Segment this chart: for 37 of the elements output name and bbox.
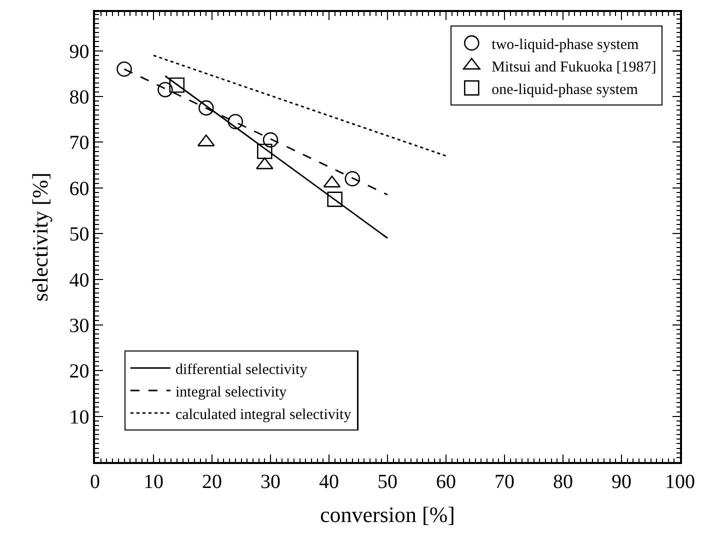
legend-label: integral selectivity: [175, 384, 288, 400]
point: [327, 192, 342, 207]
x-tick-label: 70: [494, 470, 514, 493]
x-tick-label: 90: [612, 470, 632, 493]
y-tick-label: 30: [69, 314, 90, 337]
x-axis-title: conversion [%]: [320, 502, 456, 528]
y-tick-label: 90: [69, 40, 90, 63]
y-tick-label: 80: [69, 86, 90, 109]
legend-label: Mitsui and Fukuoka [1987]: [492, 59, 656, 76]
x-tick-label: 30: [260, 470, 280, 493]
legend-label: differential selectivity: [175, 362, 308, 378]
y-tick-label: 60: [69, 178, 90, 200]
point: [169, 77, 185, 93]
point: [158, 82, 173, 98]
y-tick-label: 20: [69, 360, 90, 383]
point: [262, 132, 278, 148]
x-tick-label: 100: [665, 470, 695, 493]
y-tick-label: 10: [69, 406, 90, 428]
x-tick-label: 10: [144, 470, 164, 493]
point: [228, 114, 244, 130]
y-tick-label: 50: [69, 224, 90, 246]
point: [257, 144, 272, 159]
legend-label: calculated integral selectivity: [175, 406, 352, 423]
x-tick-label: 60: [436, 470, 456, 493]
y-tick-label: 70: [69, 132, 90, 154]
x-tick-label: 20: [202, 470, 222, 493]
x-tick-label: 80: [553, 470, 573, 493]
legend-label: two-liquid-phase system: [492, 36, 640, 53]
legend-label: one-liquid-phase system: [492, 82, 638, 98]
y-tick-label: 40: [69, 269, 90, 292]
point: [344, 171, 360, 186]
y-axis-title: selectivity [%]: [28, 172, 53, 302]
x-tick-label: 50: [378, 470, 398, 493]
point: [116, 61, 132, 77]
x-tick-label: 0: [90, 470, 100, 493]
point: [198, 100, 214, 116]
x-tick-label: 40: [319, 470, 339, 493]
